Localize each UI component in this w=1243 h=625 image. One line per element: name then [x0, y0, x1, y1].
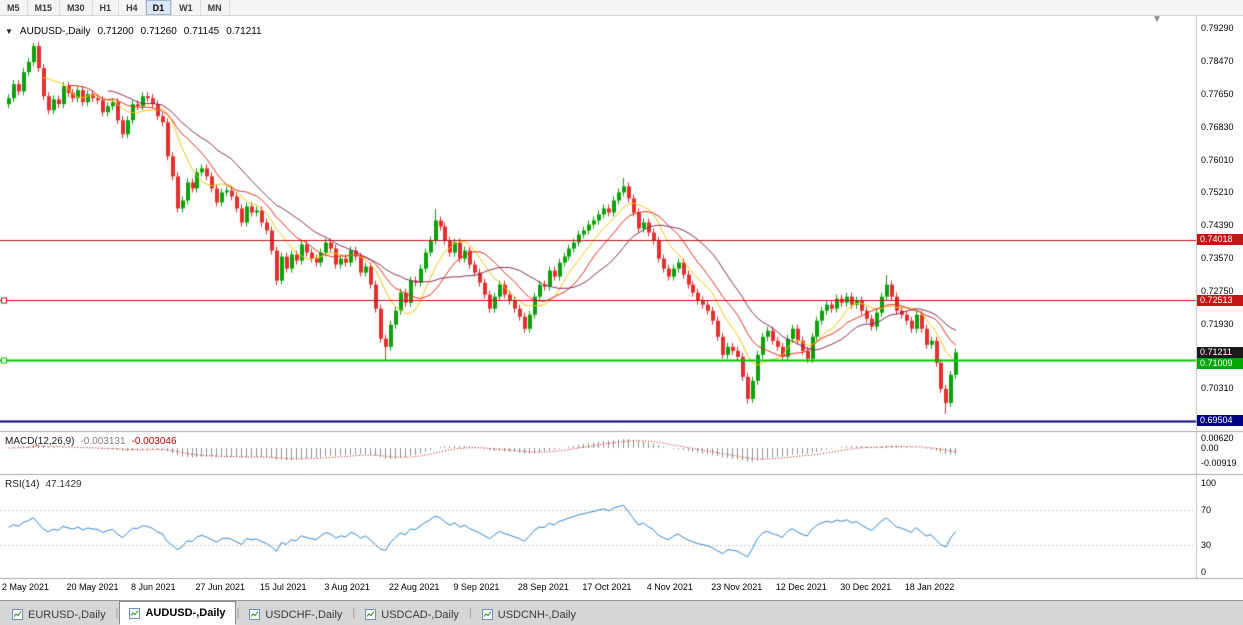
- chart-shift-icon[interactable]: ▼: [1152, 14, 1162, 25]
- price-axis-tick: 0.79290: [1201, 23, 1234, 34]
- time-axis-label: 3 Aug 2021: [324, 582, 370, 592]
- symbol-info: ▼ AUDUSD-,Daily 0.71200 0.71260 0.71145 …: [5, 26, 262, 37]
- timeframe-button-m15[interactable]: M15: [28, 0, 61, 15]
- chart-window: ▼ AUDUSD-,Daily 0.71200 0.71260 0.71145 …: [0, 14, 1243, 600]
- rsi-axis-tick: 70: [1201, 504, 1212, 515]
- tab-separator: |: [236, 607, 240, 619]
- price-axis-tick: 0.72750: [1201, 285, 1234, 296]
- price-axis-marker-resistance-upper[interactable]: 0.74018: [1197, 234, 1243, 246]
- chart-icon: [129, 607, 141, 619]
- price-axis-marker-resistance-lower[interactable]: 0.72513: [1197, 294, 1243, 306]
- macd-axis-tick: 0.00: [1201, 443, 1219, 453]
- macd-indicator-label: MACD(12,26,9) -0.003131 -0.003046: [5, 436, 177, 447]
- tab-label: USDCNH-,Daily: [497, 608, 576, 621]
- chart-icon: [12, 609, 23, 620]
- macd-axis-tick: -0.00919: [1201, 457, 1237, 468]
- rsi-axis-tick: 0: [1201, 567, 1207, 577]
- price-axis-tick: 0.73570: [1201, 252, 1234, 263]
- rsi-axis-tick: 30: [1201, 540, 1212, 551]
- price-axis-tick: 0.76010: [1201, 154, 1234, 165]
- time-axis-label: 18 Jan 2022: [904, 582, 955, 592]
- time-axis-label: 12 Dec 2021: [775, 582, 827, 592]
- symbol-tab-usdchf[interactable]: USDCHF-,Daily: [240, 604, 351, 625]
- timeframe-button-mn[interactable]: MN: [201, 0, 230, 15]
- symbol-tab-audusd[interactable]: AUDUSD-,Daily: [119, 601, 236, 625]
- symbol-dropdown-icon: ▼: [5, 27, 13, 36]
- ohlc-low: 0.71145: [183, 26, 220, 37]
- price-axis-tick: 0.71930: [1201, 318, 1234, 329]
- time-axis-label: 28 Sep 2021: [517, 582, 569, 592]
- price-axis-tick: 0.75210: [1201, 187, 1234, 198]
- symbol-name: AUDUSD-,Daily: [19, 26, 91, 37]
- timeframe-button-h1[interactable]: H1: [93, 0, 120, 15]
- ohlc-close: 0.71211: [226, 26, 262, 37]
- price-axis-tick: 0.74390: [1201, 219, 1234, 230]
- ohlc-high: 0.71260: [140, 26, 177, 37]
- price-chart-canvas[interactable]: [0, 16, 1243, 600]
- time-axis-label: 2 May 2021: [2, 582, 50, 592]
- macd-value-signal: -0.003046: [131, 436, 177, 447]
- tab-label: USDCAD-,Daily: [381, 608, 459, 621]
- tab-label: EURUSD-,Daily: [28, 608, 106, 621]
- time-axis-label: 20 May 2021: [66, 582, 119, 592]
- ohlc-open: 0.71200: [97, 26, 134, 37]
- chart-icon: [481, 609, 493, 620]
- timeframe-button-m30[interactable]: M30: [60, 0, 93, 15]
- time-axis-label: 22 Aug 2021: [388, 582, 440, 592]
- timeframe-button-m5[interactable]: M5: [0, 0, 28, 15]
- price-axis-marker-support-green[interactable]: 0.71009: [1197, 357, 1243, 369]
- time-axis-label: 17 Oct 2021: [582, 582, 632, 592]
- tab-separator: |: [352, 607, 356, 619]
- rsi-title: RSI(14): [5, 479, 40, 490]
- rsi-indicator-label: RSI(14) 47.1429: [5, 479, 82, 490]
- price-axis-tick: 0.78470: [1201, 56, 1234, 67]
- macd-value-main: -0.003131: [80, 436, 126, 447]
- time-axis-label: 27 Jun 2021: [195, 582, 245, 592]
- time-axis-label: 4 Nov 2021: [646, 582, 693, 592]
- price-axis-tick: 0.77650: [1201, 89, 1234, 100]
- symbol-tab-bar: EURUSD-,Daily | AUDUSD-,Daily | USDCHF-,Dail…: [0, 600, 1243, 625]
- price-axis-tick: 0.70310: [1201, 383, 1234, 394]
- chart-icon: [365, 609, 377, 620]
- price-axis-tick: 0.76830: [1201, 122, 1234, 133]
- tab-separator: |: [468, 607, 472, 619]
- time-axis-label: 9 Sep 2021: [453, 582, 500, 592]
- time-axis-label: 30 Dec 2021: [840, 582, 892, 592]
- price-axis-marker-last-price[interactable]: 0.71211: [1197, 346, 1243, 358]
- chart-icon: [249, 609, 261, 620]
- time-axis-label: 15 Jul 2021: [259, 582, 307, 592]
- timeframe-button-d1[interactable]: D1: [145, 0, 173, 15]
- symbol-tab-usdcad[interactable]: USDCAD-,Daily: [356, 604, 468, 625]
- macd-axis-tick: 0.00620: [1201, 433, 1234, 444]
- time-axis-label: 23 Nov 2021: [711, 582, 763, 592]
- time-axis-label: 8 Jun 2021: [130, 582, 176, 592]
- tab-label: AUDUSD-,Daily: [145, 607, 226, 619]
- timeframe-button-w1[interactable]: W1: [172, 0, 201, 15]
- tab-label: USDCHF-,Daily: [265, 608, 343, 621]
- timeframe-button-h4[interactable]: H4: [119, 0, 146, 15]
- symbol-tab-usdcnh[interactable]: USDCNH-,Daily: [473, 604, 585, 625]
- rsi-axis-tick: 100: [1201, 478, 1217, 488]
- rsi-value: 47.1429: [45, 479, 82, 490]
- timeframe-toolbar: M5 M15 M30 H1 H4 D1 W1 MN: [0, 0, 1243, 16]
- macd-title: MACD(12,26,9): [5, 436, 75, 447]
- tab-separator: |: [115, 607, 119, 619]
- symbol-tab-eurusd[interactable]: EURUSD-,Daily: [3, 604, 115, 625]
- price-axis-marker-support-navy[interactable]: 0.69504: [1197, 415, 1243, 427]
